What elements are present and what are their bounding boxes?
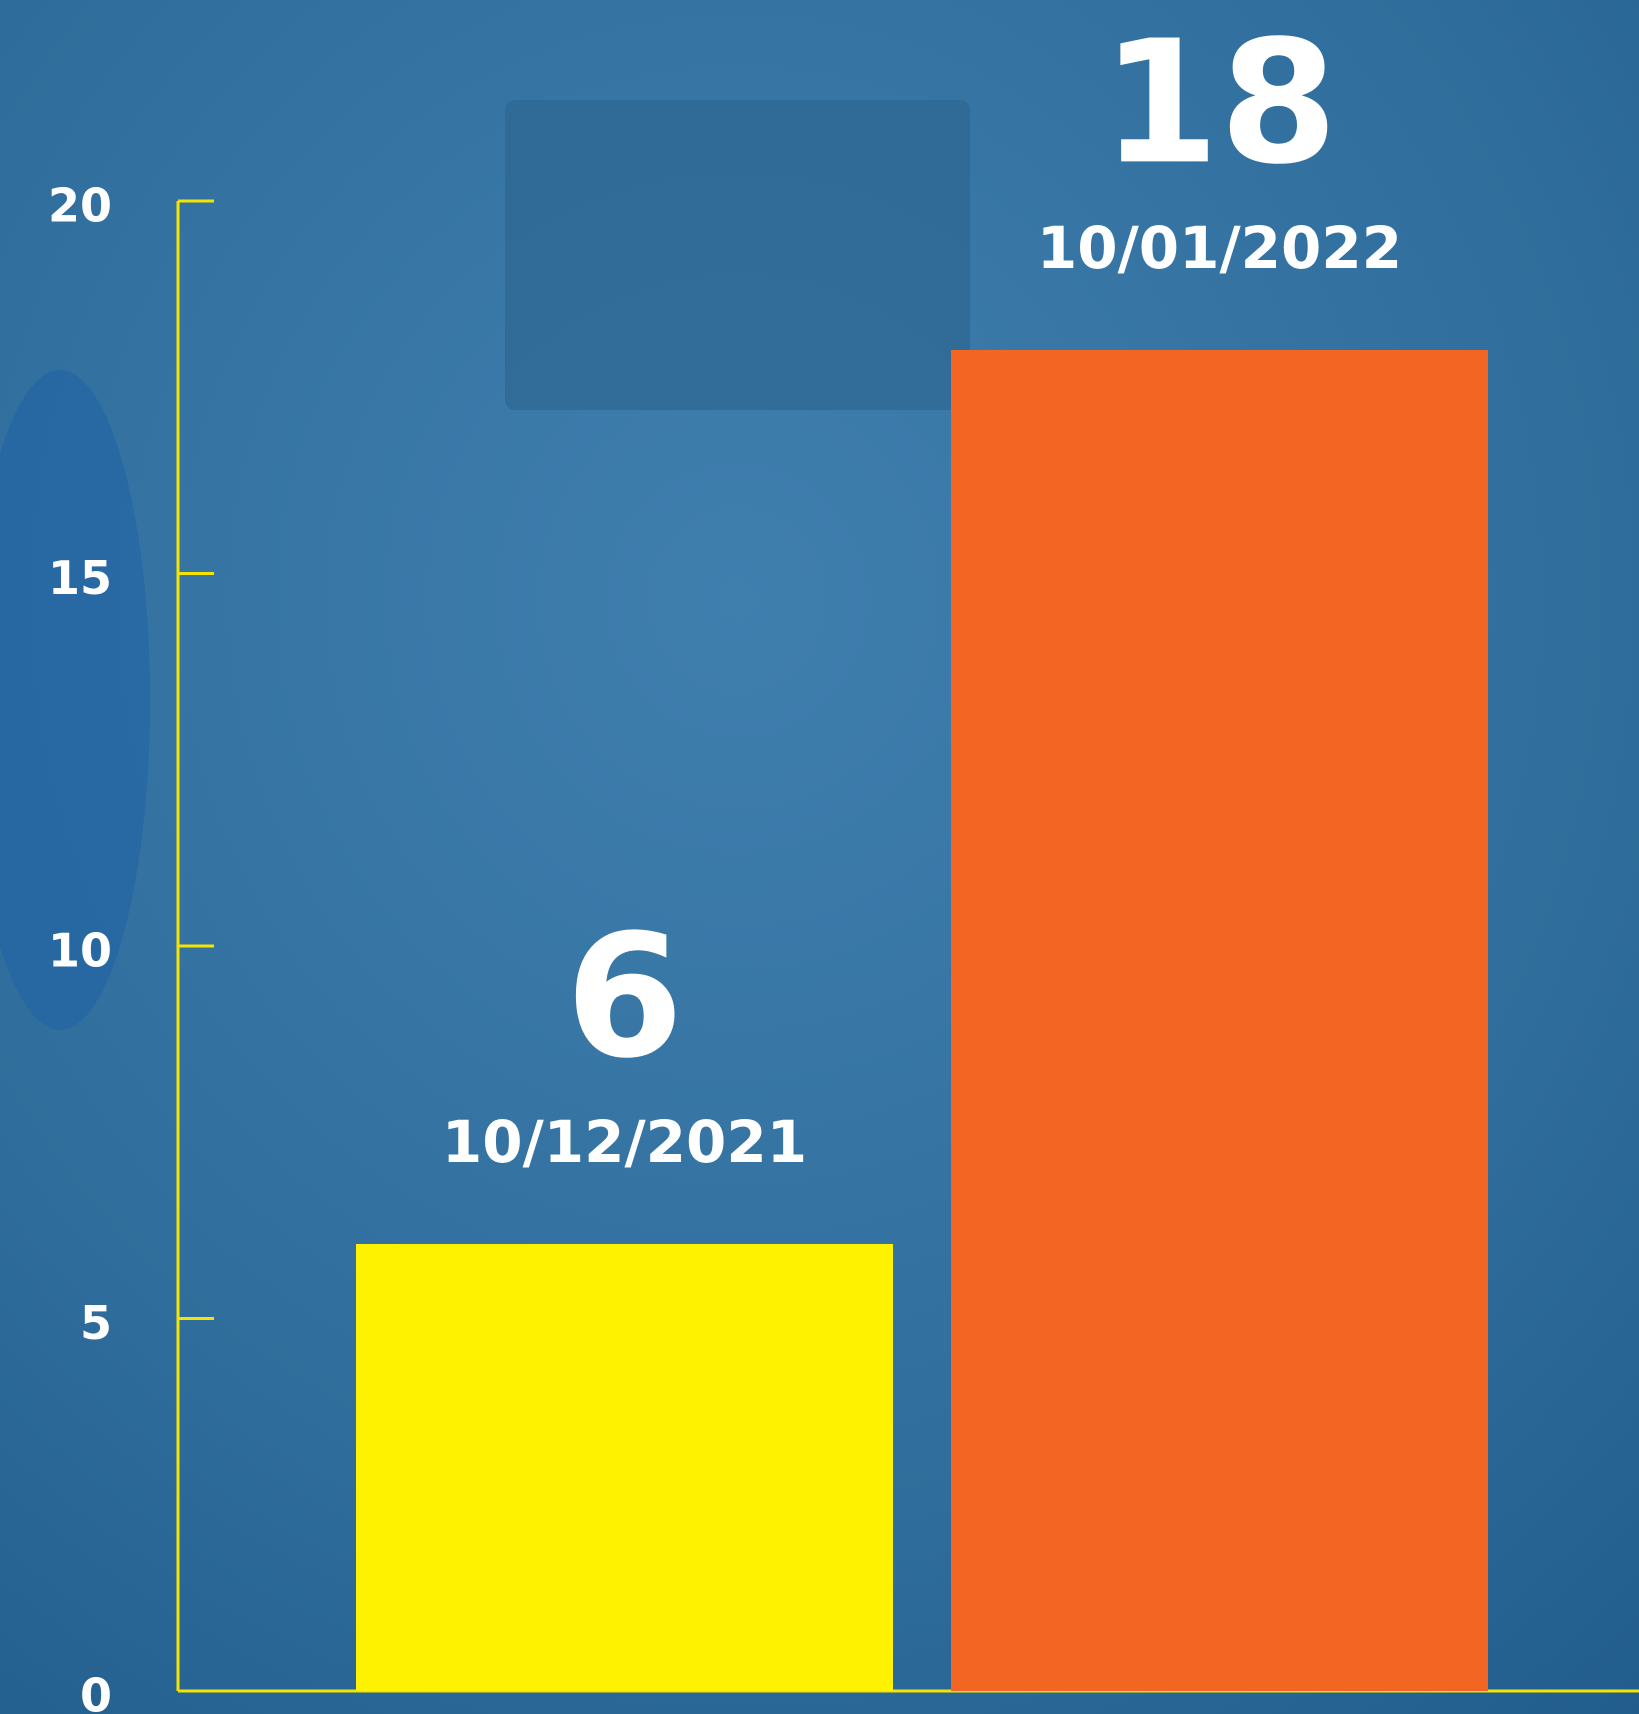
- category-label: 10/01/2022: [1037, 214, 1402, 282]
- bar: [951, 350, 1488, 1691]
- y-tick-label: 0: [80, 1669, 112, 1714]
- y-tick-label: 5: [80, 1296, 112, 1350]
- bar: [356, 1244, 893, 1691]
- y-tick-label: 15: [48, 551, 112, 605]
- y-tick-label: 10: [48, 924, 112, 978]
- value-label: 6: [565, 898, 683, 1096]
- background-figure: [0, 370, 150, 1030]
- background-monitor: [505, 100, 970, 410]
- category-label: 10/12/2021: [442, 1108, 807, 1176]
- value-label: 18: [1101, 4, 1338, 202]
- y-tick-label: 20: [48, 179, 112, 233]
